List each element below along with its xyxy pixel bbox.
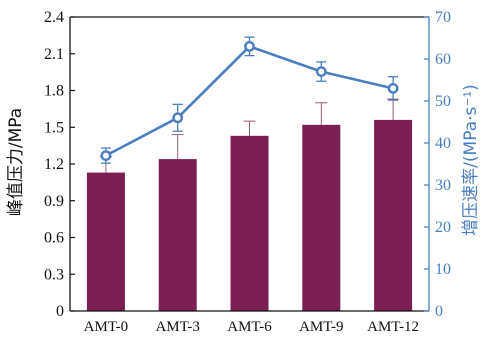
right-tick-label: 50 xyxy=(435,93,451,110)
bar xyxy=(86,172,125,311)
left-axis-title: 峰值压力/MPa xyxy=(6,108,26,216)
axes xyxy=(69,16,430,312)
bar xyxy=(230,135,269,311)
left-axis-ticks: 0 0.3 0.6 0.9 1.2 1.5 1.8 2.1 2.4 xyxy=(44,9,75,320)
line-point xyxy=(100,150,112,162)
left-tick-label: 2.1 xyxy=(44,46,64,63)
line-point xyxy=(244,41,255,52)
x-axis-ticks: AMT-0 AMT-3 AMT-6 AMT-9 AMT-12 xyxy=(84,319,419,335)
left-tick-label: 0.6 xyxy=(44,230,64,247)
right-tick-label: 10 xyxy=(435,261,451,278)
left-tick-label: 2.4 xyxy=(44,9,64,26)
right-tick-label: 0 xyxy=(435,303,443,320)
x-tick-label: AMT-9 xyxy=(299,319,343,335)
left-tick-label: 0.3 xyxy=(44,266,64,283)
right-axis-title: 增压速率/(MPa·s⁻¹) xyxy=(461,84,481,236)
right-tick-label: 40 xyxy=(435,135,451,152)
right-tick-label: 70 xyxy=(435,9,451,26)
right-axis-ticks: 0 10 20 30 40 50 60 70 xyxy=(424,9,451,320)
left-tick-label: 1.2 xyxy=(44,156,64,173)
left-tick-label: 0 xyxy=(56,303,64,320)
x-tick-label: AMT-0 xyxy=(84,319,128,335)
left-tick-label: 1.5 xyxy=(44,119,64,136)
bar-series xyxy=(86,119,413,312)
left-tick-label: 0.9 xyxy=(44,193,64,210)
line-point xyxy=(387,83,399,94)
bar-error-bars xyxy=(99,98,400,173)
line-point xyxy=(315,66,327,78)
right-tick-label: 60 xyxy=(435,51,451,68)
bar xyxy=(374,119,413,312)
line-point xyxy=(172,112,184,124)
x-tick-label: AMT-12 xyxy=(367,319,419,335)
x-tick-label: AMT-6 xyxy=(227,319,272,335)
right-tick-label: 30 xyxy=(435,177,451,194)
x-tick-label: AMT-3 xyxy=(155,319,199,335)
right-tick-label: 20 xyxy=(435,219,451,236)
left-tick-label: 1.8 xyxy=(44,83,64,100)
bar xyxy=(302,124,341,311)
bar xyxy=(158,159,197,311)
line-series xyxy=(100,36,399,164)
